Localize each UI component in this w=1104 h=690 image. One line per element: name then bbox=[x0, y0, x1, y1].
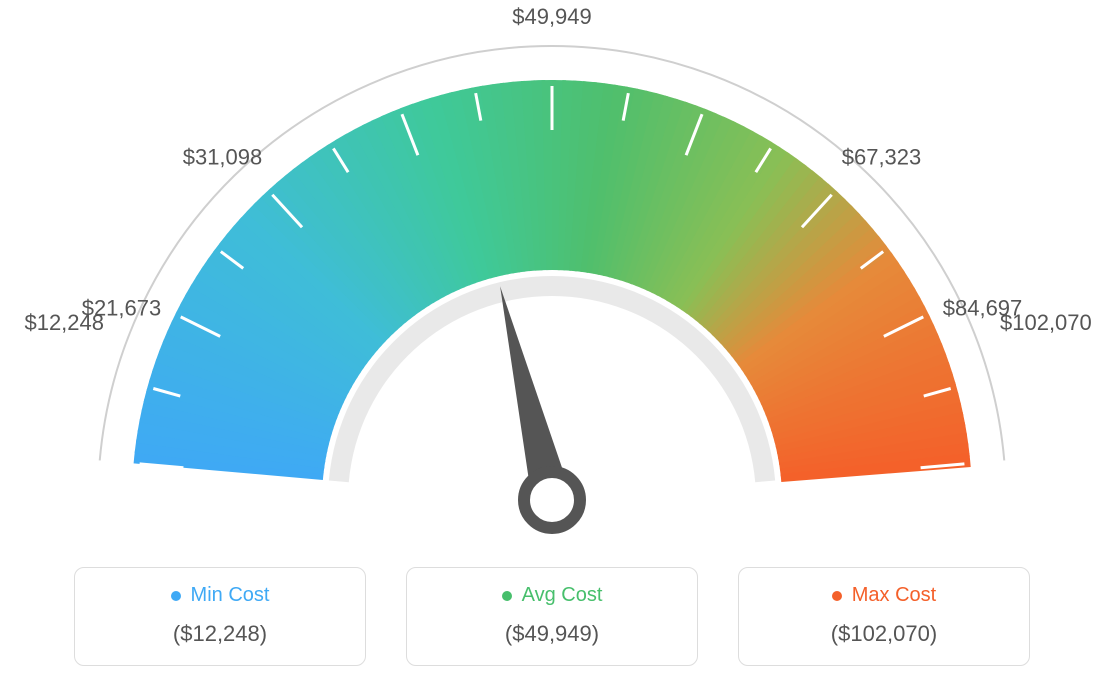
legend-value-max: ($102,070) bbox=[739, 621, 1029, 647]
legend-label: Avg Cost bbox=[522, 584, 603, 607]
gauge-tick-label: $21,673 bbox=[82, 296, 162, 321]
legend-dot-icon bbox=[171, 591, 181, 601]
gauge-tick-label: $31,098 bbox=[183, 144, 263, 169]
gauge-tick-label: $49,949 bbox=[512, 4, 592, 29]
legend-row: Min Cost ($12,248) Avg Cost ($49,949) Max Co… bbox=[0, 567, 1104, 666]
gauge-chart: $12,248$21,673$31,098$49,949$67,323$84,6… bbox=[0, 0, 1104, 540]
legend-card-min: Min Cost ($12,248) bbox=[74, 567, 366, 666]
legend-card-avg: Avg Cost ($49,949) bbox=[406, 567, 698, 666]
legend-value-min: ($12,248) bbox=[75, 621, 365, 647]
legend-value-avg: ($49,949) bbox=[407, 621, 697, 647]
legend-title-avg: Avg Cost bbox=[502, 584, 603, 607]
legend-dot-icon bbox=[502, 591, 512, 601]
legend-title-max: Max Cost bbox=[832, 584, 936, 607]
legend-label: Max Cost bbox=[852, 584, 936, 607]
legend-dot-icon bbox=[832, 591, 842, 601]
legend-title-min: Min Cost bbox=[171, 584, 270, 607]
gauge-tick-label: $67,323 bbox=[842, 144, 922, 169]
gauge-tick-label: $102,070 bbox=[1000, 310, 1092, 335]
legend-label: Min Cost bbox=[191, 584, 270, 607]
legend-card-max: Max Cost ($102,070) bbox=[738, 567, 1030, 666]
cost-gauge-infographic: $12,248$21,673$31,098$49,949$67,323$84,6… bbox=[0, 0, 1104, 690]
